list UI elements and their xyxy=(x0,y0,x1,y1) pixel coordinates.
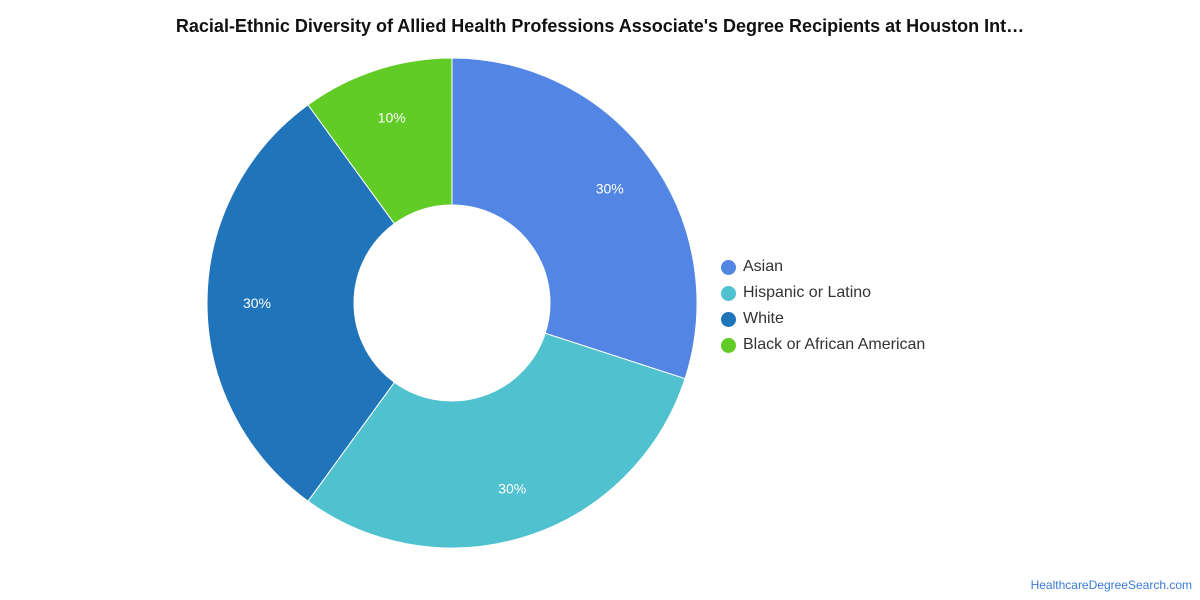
slice-label-black-or-african-american: 10% xyxy=(378,110,406,126)
source-link[interactable]: HealthcareDegreeSearch.com xyxy=(1030,578,1192,592)
legend-swatch-asian xyxy=(721,259,736,275)
legend-swatch-white xyxy=(721,311,736,327)
legend-item-hispanic-or-latino[interactable]: Hispanic or Latino xyxy=(721,280,925,306)
slice-hispanic-or-latino[interactable] xyxy=(307,332,686,549)
legend-item-black-or-african-american[interactable]: Black or African American xyxy=(721,332,925,358)
slice-label-hispanic-or-latino: 30% xyxy=(498,480,526,496)
slice-label-white: 30% xyxy=(243,295,271,311)
slice-asian[interactable] xyxy=(451,57,698,380)
slice-label-asian: 30% xyxy=(596,180,624,196)
legend: Asian Hispanic or Latino White Black or … xyxy=(721,254,925,358)
slice-white[interactable] xyxy=(206,104,396,502)
chart-title: Racial-Ethnic Diversity of Allied Health… xyxy=(175,16,1025,36)
legend-item-white[interactable]: White xyxy=(721,306,925,332)
legend-label-white: White xyxy=(743,310,784,327)
legend-label-hispanic-or-latino: Hispanic or Latino xyxy=(743,284,872,301)
legend-item-asian[interactable]: Asian xyxy=(721,254,925,280)
legend-swatch-hispanic-or-latino xyxy=(721,285,736,301)
legend-label-black-or-african-american: Black or African American xyxy=(743,336,926,353)
slice-black-or-african-american[interactable] xyxy=(307,57,453,225)
legend-swatch-black-or-african-american xyxy=(721,337,736,353)
legend-label-asian: Asian xyxy=(743,258,784,275)
